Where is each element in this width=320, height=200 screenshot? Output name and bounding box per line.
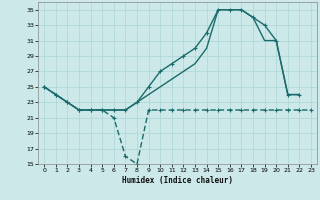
X-axis label: Humidex (Indice chaleur): Humidex (Indice chaleur) xyxy=(122,176,233,185)
